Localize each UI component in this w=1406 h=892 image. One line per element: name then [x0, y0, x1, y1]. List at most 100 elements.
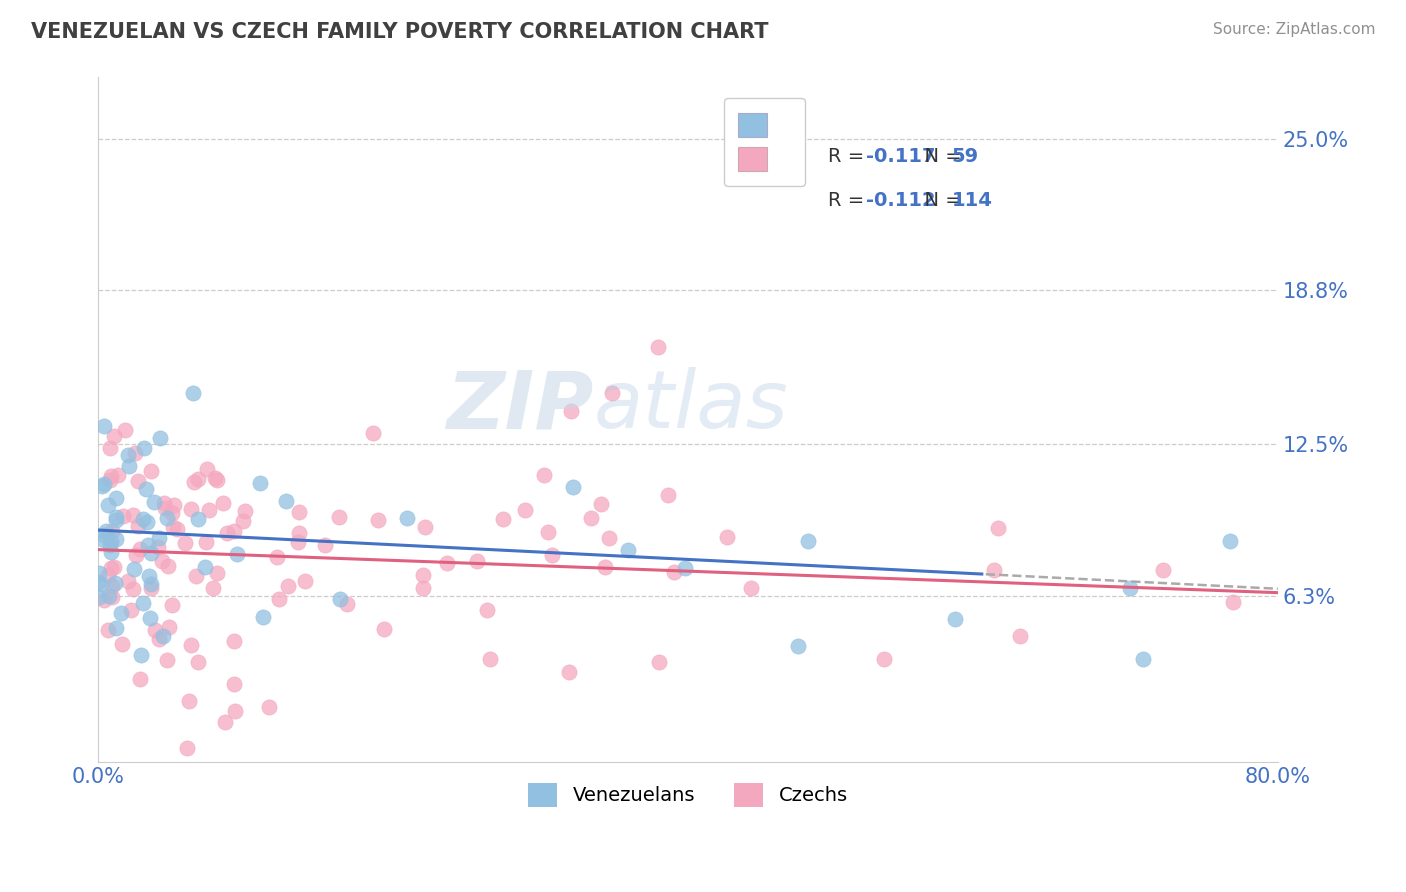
- Point: [1219, 534, 1241, 549]
- Point: [198, 503, 221, 517]
- Point: [160, 598, 183, 612]
- Point: [157, 620, 180, 634]
- Point: [288, 505, 311, 519]
- Point: [100, 545, 122, 559]
- Point: [1132, 652, 1154, 666]
- Point: [153, 500, 176, 515]
- Text: 59: 59: [952, 147, 979, 167]
- Point: [600, 386, 623, 401]
- Point: [104, 533, 127, 547]
- Point: [138, 568, 160, 582]
- Point: [591, 497, 613, 511]
- Point: [90, 479, 112, 493]
- Point: [579, 511, 602, 525]
- Point: [396, 510, 419, 524]
- Point: [110, 607, 132, 621]
- Text: N =: N =: [912, 147, 969, 167]
- Point: [232, 514, 254, 528]
- Point: [104, 491, 127, 505]
- Point: [127, 474, 149, 488]
- Point: [181, 385, 204, 400]
- Point: [166, 522, 188, 536]
- Point: [413, 520, 436, 534]
- Point: [1119, 581, 1142, 595]
- Point: [100, 534, 122, 549]
- Point: [121, 582, 143, 596]
- Point: [987, 521, 1010, 535]
- Point: [148, 540, 170, 554]
- Point: [215, 525, 238, 540]
- Point: [104, 576, 127, 591]
- Point: [162, 520, 184, 534]
- Text: -0.117: -0.117: [866, 147, 935, 167]
- Point: [222, 676, 245, 690]
- Point: [465, 553, 488, 567]
- Point: [194, 535, 217, 549]
- Point: [561, 479, 583, 493]
- Point: [266, 549, 288, 564]
- Point: [224, 524, 246, 538]
- Point: [1010, 629, 1032, 643]
- Point: [132, 596, 155, 610]
- Point: [107, 467, 129, 482]
- Point: [225, 548, 247, 562]
- Point: [132, 441, 155, 455]
- Point: [129, 648, 152, 662]
- Point: [149, 431, 172, 445]
- Point: [141, 546, 163, 560]
- Point: [93, 527, 115, 541]
- Point: [716, 530, 738, 544]
- Point: [187, 511, 209, 525]
- Point: [101, 524, 124, 538]
- Point: [202, 582, 225, 596]
- Point: [540, 548, 562, 562]
- Point: [111, 509, 134, 524]
- Point: [673, 561, 696, 575]
- Point: [233, 504, 256, 518]
- Text: R =: R =: [828, 147, 870, 167]
- Point: [558, 665, 581, 679]
- Point: [98, 538, 121, 552]
- Point: [252, 610, 274, 624]
- Text: R =: R =: [828, 191, 870, 211]
- Point: [560, 404, 582, 418]
- Point: [205, 473, 228, 487]
- Point: [139, 582, 162, 596]
- Point: [98, 589, 121, 603]
- Point: [93, 418, 115, 433]
- Point: [118, 458, 141, 473]
- Point: [224, 704, 246, 718]
- Point: [93, 533, 115, 547]
- Point: [361, 425, 384, 440]
- Point: [176, 740, 198, 755]
- Point: [214, 715, 236, 730]
- Point: [288, 525, 311, 540]
- Point: [187, 472, 209, 486]
- Point: [194, 559, 217, 574]
- Point: [204, 471, 226, 485]
- Point: [97, 568, 120, 582]
- Point: [153, 496, 176, 510]
- Point: [367, 512, 389, 526]
- Point: [222, 634, 245, 648]
- Point: [314, 538, 336, 552]
- Point: [143, 623, 166, 637]
- Point: [184, 569, 207, 583]
- Point: [103, 429, 125, 443]
- Point: [647, 340, 669, 354]
- Point: [336, 597, 359, 611]
- Point: [135, 482, 157, 496]
- Point: [97, 623, 120, 637]
- Point: [173, 536, 195, 550]
- Point: [183, 475, 205, 489]
- Point: [205, 566, 228, 581]
- Point: [156, 653, 179, 667]
- Point: [98, 474, 121, 488]
- Point: [114, 424, 136, 438]
- Text: -0.112: -0.112: [866, 191, 935, 211]
- Point: [797, 533, 820, 548]
- Point: [160, 507, 183, 521]
- Point: [195, 462, 218, 476]
- Point: [872, 651, 894, 665]
- Point: [141, 576, 163, 591]
